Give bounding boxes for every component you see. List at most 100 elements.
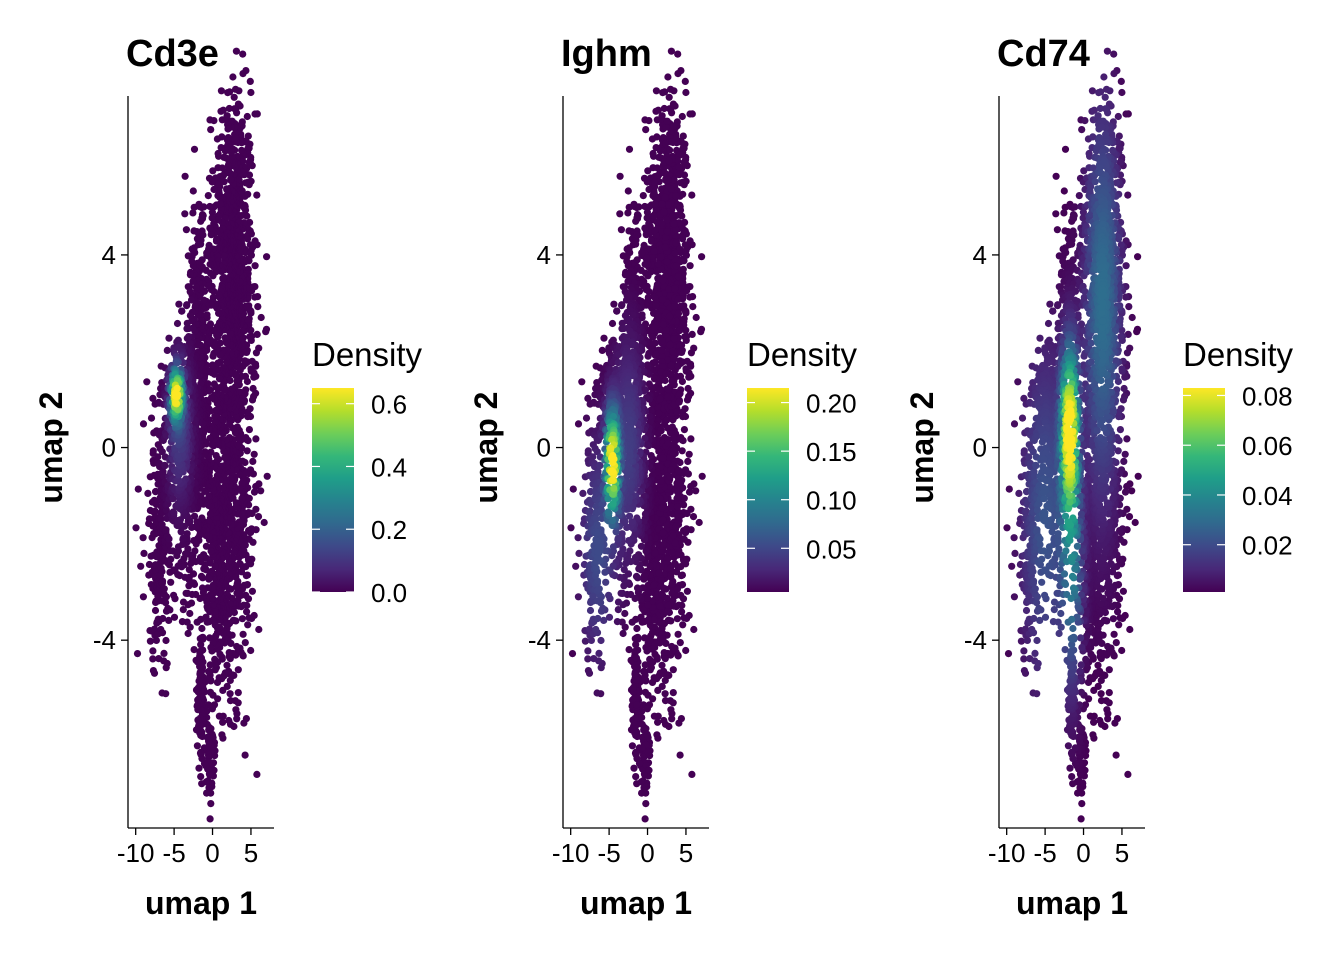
data-point [690, 625, 698, 634]
data-point [263, 253, 271, 261]
data-point [162, 526, 170, 534]
data-point [651, 227, 659, 235]
data-point [656, 115, 665, 123]
data-point [653, 653, 661, 661]
data-point [194, 696, 202, 704]
data-point [224, 89, 232, 97]
data-point [672, 262, 681, 270]
data-point [680, 315, 688, 323]
data-point [681, 158, 689, 167]
data-point [674, 493, 682, 501]
y-tick-label: -4 [93, 625, 116, 655]
data-point [676, 390, 684, 398]
data-point [219, 274, 227, 282]
data-point [260, 518, 268, 527]
data-point [662, 370, 670, 378]
data-point [151, 606, 160, 615]
legend-tick-label: 0.0 [371, 578, 407, 608]
data-point [668, 580, 676, 588]
data-point [233, 715, 241, 723]
data-point [633, 624, 641, 633]
data-point [646, 636, 654, 644]
data-point [225, 649, 233, 657]
data-point [687, 372, 695, 380]
data-point [677, 715, 686, 723]
data-point [163, 659, 171, 668]
data-point [671, 285, 679, 293]
legend-title: Density [312, 336, 423, 373]
data-point [633, 664, 642, 672]
data-point [149, 447, 157, 455]
data-point [683, 287, 691, 295]
data-point [255, 625, 263, 634]
data-point [239, 630, 247, 638]
data-point [162, 593, 170, 601]
data-point [159, 577, 167, 585]
data-point [144, 489, 152, 497]
data-point [192, 686, 201, 694]
data-point [192, 656, 200, 664]
data-point [625, 145, 634, 153]
data-point [664, 176, 672, 184]
data-point [688, 241, 696, 249]
x-tick-label: 5 [244, 838, 258, 868]
data-point [182, 226, 190, 234]
data-point [249, 457, 257, 465]
data-point [252, 482, 260, 491]
data-point [183, 302, 191, 310]
data-point [667, 466, 675, 474]
data-point [656, 602, 664, 610]
data-point [682, 177, 690, 185]
data-point [674, 309, 683, 318]
data-point [661, 690, 669, 698]
data-point [664, 73, 672, 81]
data-point [239, 70, 247, 78]
data-point [664, 393, 672, 401]
data-point [683, 614, 691, 623]
data-point [193, 702, 201, 710]
data-point [232, 47, 240, 55]
data-point [654, 106, 662, 114]
data-point [679, 278, 687, 287]
data-point [678, 348, 686, 356]
data-point [687, 482, 695, 491]
data-point [654, 260, 663, 268]
data-point [186, 609, 194, 618]
data-point [674, 362, 682, 370]
data-point [251, 110, 259, 118]
data-point [197, 572, 206, 581]
data-point [664, 385, 672, 393]
data-point [661, 169, 669, 177]
data-point [242, 179, 250, 187]
data-point [651, 549, 659, 557]
data-point [670, 176, 678, 184]
data-point [674, 50, 682, 58]
data-point [206, 260, 214, 268]
data-point [183, 334, 191, 342]
data-point [685, 450, 693, 458]
data-point [678, 112, 686, 121]
data-point [661, 243, 670, 251]
data-point [655, 153, 663, 161]
data-point [667, 185, 676, 193]
data-point [140, 549, 148, 558]
data-point [659, 540, 668, 549]
data-point [240, 719, 248, 727]
data-point [241, 639, 249, 647]
data-point [668, 138, 676, 146]
data-point [651, 200, 659, 208]
data-point [178, 307, 186, 315]
data-point [650, 581, 658, 590]
data-point [657, 426, 665, 434]
data-point [232, 85, 240, 93]
data-point [205, 667, 213, 676]
data-point [217, 107, 225, 115]
data-point [251, 293, 259, 301]
data-point [181, 210, 189, 218]
data-point [231, 134, 239, 142]
data-point [598, 346, 606, 354]
data-point [250, 450, 258, 458]
data-point [193, 618, 201, 626]
data-point [632, 240, 640, 248]
data-point [223, 661, 231, 669]
